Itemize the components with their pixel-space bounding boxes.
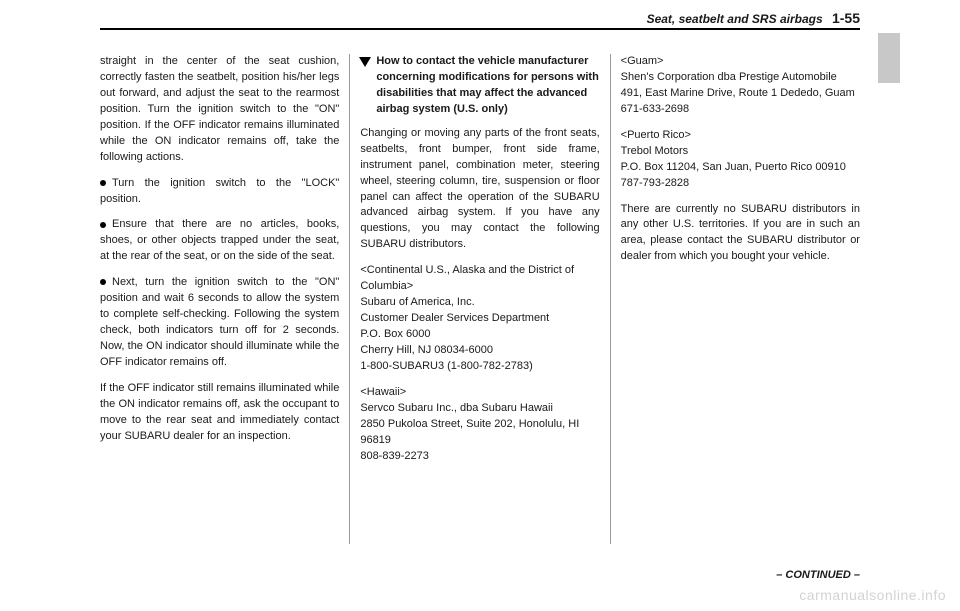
column-1: straight in the center of the seat cushi… (100, 54, 349, 544)
region-label: <Guam> (621, 54, 860, 70)
content-columns: straight in the center of the seat cushi… (100, 54, 860, 544)
header-rule (100, 28, 860, 30)
address-block-pr: <Puerto Rico> Trebol Motors P.O. Box 112… (621, 128, 860, 192)
address-line: 671-633-2698 (621, 102, 860, 118)
address-line: 2850 Pukoloa Street, Suite 202, Honolulu… (360, 417, 599, 449)
page-number: 1-55 (832, 10, 860, 26)
address-line: Trebol Motors (621, 144, 860, 160)
page-header: Seat, seatbelt and SRS airbags 1-55 (647, 10, 860, 26)
address-line: Servco Subaru Inc., dba Subaru Hawaii (360, 401, 599, 417)
body-text: If the OFF indicator still remains illum… (100, 381, 339, 445)
bullet-item: Next, turn the ignition switch to the "O… (100, 275, 339, 371)
bullet-text: Ensure that there are no articles, books… (100, 218, 339, 262)
section-title: Seat, seatbelt and SRS airbags (647, 12, 823, 26)
bullet-icon (100, 279, 106, 285)
bullet-icon (100, 180, 106, 186)
region-label: <Continental U.S., Alaska and the Distri… (360, 263, 599, 295)
address-line: Cherry Hill, NJ 08034-6000 (360, 343, 599, 359)
body-text: There are currently no SUBARU distributo… (621, 202, 860, 266)
bullet-icon (100, 222, 106, 228)
sub-heading-text: How to contact the vehicle manufacturer … (376, 54, 599, 118)
column-2: How to contact the vehicle manufacturer … (350, 54, 609, 544)
address-line: Customer Dealer Services Department (360, 311, 599, 327)
region-label: <Puerto Rico> (621, 128, 860, 144)
address-line: 808-839-2273 (360, 449, 599, 465)
address-line: P.O. Box 6000 (360, 327, 599, 343)
address-block-guam: <Guam> Shen's Corporation dba Prestige A… (621, 54, 860, 118)
sub-heading: How to contact the vehicle manufacturer … (360, 54, 599, 118)
address-line: 787-793-2828 (621, 176, 860, 192)
address-line: Shen's Corporation dba Prestige Automobi… (621, 70, 860, 86)
bullet-text: Next, turn the ignition switch to the "O… (100, 276, 339, 368)
body-text: Changing or moving any parts of the fron… (360, 126, 599, 254)
bullet-item: Ensure that there are no articles, books… (100, 217, 339, 265)
bullet-text: Turn the ignition switch to the "LOCK" p… (100, 177, 339, 205)
column-3: <Guam> Shen's Corporation dba Prestige A… (611, 54, 860, 544)
continued-label: – CONTINUED – (776, 569, 860, 581)
side-tab (878, 33, 900, 83)
address-block-hawaii: <Hawaii> Servco Subaru Inc., dba Subaru … (360, 385, 599, 465)
body-text: straight in the center of the seat cushi… (100, 54, 339, 166)
address-line: 491, East Marine Drive, Route 1 Dededo, … (621, 86, 860, 102)
address-block-us: <Continental U.S., Alaska and the Distri… (360, 263, 599, 375)
address-line: Subaru of America, Inc. (360, 295, 599, 311)
triangle-icon (359, 57, 371, 67)
region-label: <Hawaii> (360, 385, 599, 401)
bullet-item: Turn the ignition switch to the "LOCK" p… (100, 176, 339, 208)
watermark: carmanualsonline.info (799, 587, 946, 603)
address-line: 1-800-SUBARU3 (1-800-782-2783) (360, 359, 599, 375)
address-line: P.O. Box 11204, San Juan, Puerto Rico 00… (621, 160, 860, 176)
